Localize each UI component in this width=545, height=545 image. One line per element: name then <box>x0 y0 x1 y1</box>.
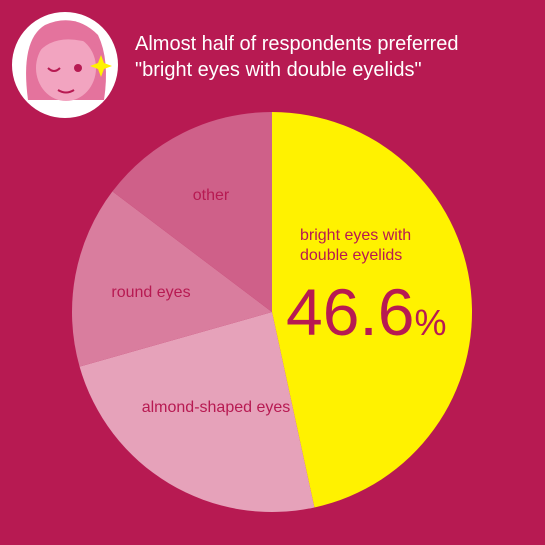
face-icon <box>12 12 118 118</box>
pie-slice <box>79 312 315 512</box>
slice-label: other <box>193 187 230 204</box>
pie-slice <box>272 112 472 508</box>
pie-slice <box>72 191 272 367</box>
slice-label: almond-shaped eyes <box>142 399 291 416</box>
slice-label: round eyes <box>111 284 190 301</box>
pie-slice <box>112 112 273 312</box>
chart-title: Almost half of respondents preferred "bri… <box>135 33 459 81</box>
slice-label: bright eyes with double eyelids <box>300 227 411 264</box>
value-label: 46.6% <box>286 275 446 349</box>
